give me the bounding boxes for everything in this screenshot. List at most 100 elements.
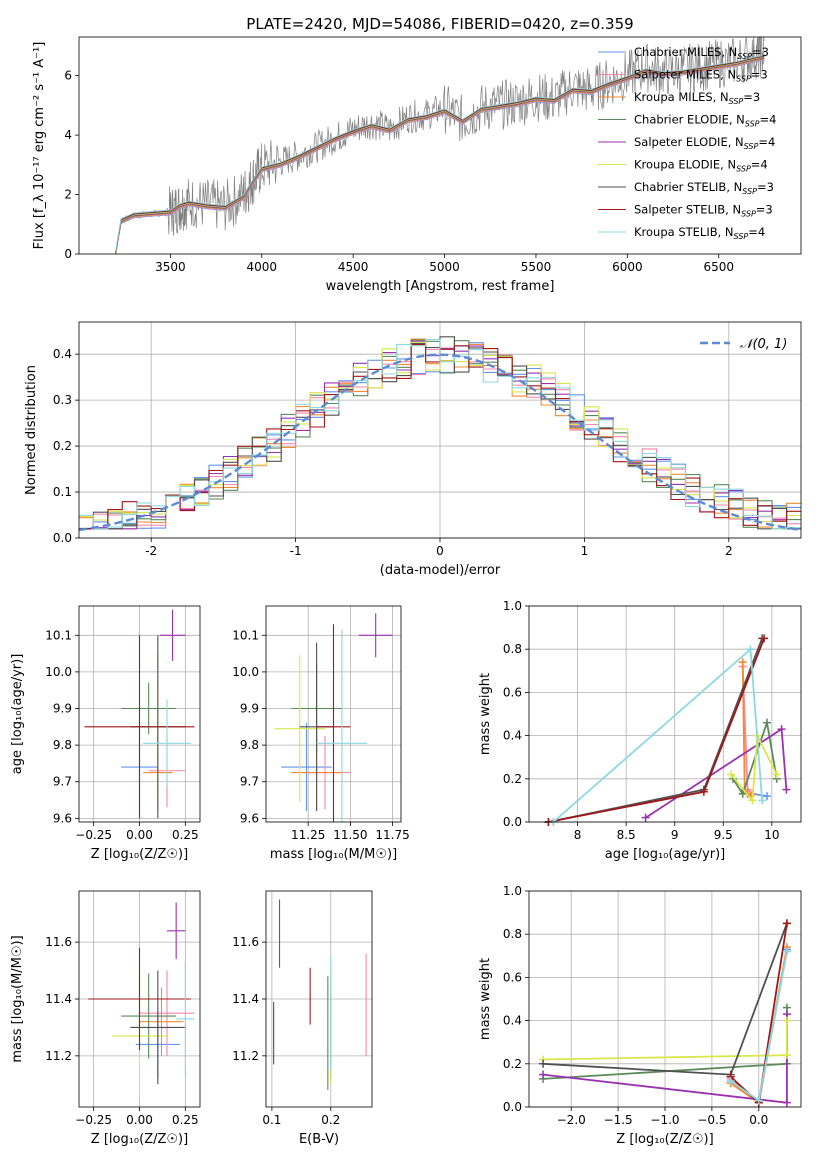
spectrum-model-line-5 <box>115 56 765 254</box>
y-tick-label: 9.9 <box>53 702 72 716</box>
y-tick-label: 9.7 <box>240 775 259 789</box>
y-tick-label: 0.4 <box>53 347 72 361</box>
x-axis-label: E(B-V) <box>299 1132 339 1147</box>
legend-label: Chabrier MILES, NSSP=3 <box>634 45 769 61</box>
x-axis-label: wavelength [Angstrom, rest frame] <box>326 279 555 294</box>
y-tick-label: 0.6 <box>503 685 522 699</box>
mass-weight-vs-age-marker-8-1 <box>746 645 755 654</box>
x-tick-label: 11.75 <box>375 828 409 842</box>
age-vs-Z-axes: −0.25 0.00 0.25 9.6 9.7 9.8 9.9 10.0 10.1 Z [log₁… <box>10 606 200 862</box>
x-axis-label: mass [log₁₀(M/M☉)] <box>270 847 397 862</box>
x-tick-label: 4500 <box>338 260 369 274</box>
age-vs-mass-axes: 11.25 11.50 11.75 9.6 9.7 9.8 9.9 10.0 10.1 mass … <box>232 606 410 862</box>
y-tick-label: 4 <box>64 128 72 142</box>
spectrum-model-line-7 <box>115 55 765 253</box>
y-tick-label: 0.8 <box>503 642 522 656</box>
x-tick-label: −0.25 <box>75 828 112 842</box>
plot-frame <box>265 890 373 1108</box>
legend-label: Kroupa ELODIE, NSSP=4 <box>634 158 768 174</box>
legend-label: Salpeter ELODIE, NSSP=4 <box>634 135 775 151</box>
spectrum-model-line-0 <box>115 59 765 254</box>
mass-weight-vs-age-line-4 <box>645 727 788 819</box>
x-tick-label: 6500 <box>703 260 734 274</box>
x-tick-label: 0.00 <box>126 828 153 842</box>
x-axis-label: Z [log₁₀(Z/Z☉)] <box>616 1132 713 1147</box>
y-tick-label: 1.0 <box>503 599 522 613</box>
legend-label: Chabrier ELODIE, NSSP=4 <box>634 113 776 129</box>
legend-label: Kroupa MILES, NSSP=3 <box>634 90 760 106</box>
y-tick-label: 11.6 <box>232 935 259 949</box>
mass-weight-vs-age-marker-5-3 <box>772 770 781 779</box>
mass-weight-vs-Z-marker-7-2 <box>782 919 791 928</box>
y-tick-label: 0.8 <box>503 927 522 941</box>
x-tick-label: 9.5 <box>714 828 733 842</box>
residual-hist-5 <box>79 341 801 530</box>
y-tick-label: 9.6 <box>53 811 72 825</box>
y-tick-label: 0 <box>64 247 72 261</box>
x-axis-label: Z [log₁₀(Z/Z☉)] <box>91 1132 188 1147</box>
y-tick-label: 0.2 <box>503 1057 522 1071</box>
mass-weight-vs-age-marker-3-2 <box>763 718 771 727</box>
y-tick-label: 0.1 <box>53 485 72 499</box>
y-tick-label: 0.0 <box>53 531 72 545</box>
mass-weight-vs-age-marker-2-0 <box>738 658 747 667</box>
x-tick-label: 4000 <box>247 260 278 274</box>
residual-legend: 𝒩(0, 1) <box>700 337 787 352</box>
y-tick-label: 11.4 <box>45 992 72 1006</box>
figure-title: PLATE=2420, MJD=54086, FIBERID=0420, z=0… <box>246 15 633 33</box>
x-tick-label: 6000 <box>612 260 643 274</box>
y-tick-label: 11.4 <box>232 992 259 1006</box>
mass-weight-vs-age-marker-5-0 <box>727 770 736 779</box>
y-tick-label: 2 <box>64 188 72 202</box>
mass-weight-vs-Z-marker-6-0 <box>539 1059 548 1068</box>
x-tick-label: 0 <box>436 544 444 558</box>
y-tick-label: 0.2 <box>53 439 72 453</box>
x-tick-label: 0.0 <box>749 1113 768 1127</box>
y-tick-label: 0.0 <box>503 815 522 829</box>
mass-weight-vs-age-marker-5-1 <box>748 796 757 805</box>
x-tick-label: 10 <box>764 828 779 842</box>
x-tick-label: -1 <box>290 544 302 558</box>
plot-frame <box>265 605 402 823</box>
mass-weight-vs-age-marker-4-2 <box>782 785 791 794</box>
x-tick-label: 0.25 <box>172 1113 199 1127</box>
x-tick-label: 0.2 <box>321 1113 340 1127</box>
y-axis-label: Flux [f_λ 10⁻¹⁷ erg cm⁻² s⁻¹ A⁻¹] <box>32 42 47 250</box>
x-tick-label: 5000 <box>429 260 460 274</box>
y-axis-label: mass weight <box>478 958 493 1040</box>
y-tick-label: 9.8 <box>53 738 72 752</box>
plot-frame <box>528 890 802 1108</box>
legend-label: 𝒩(0, 1) <box>740 337 787 352</box>
x-tick-label: −1.5 <box>604 1113 633 1127</box>
spectrum-model-line-4 <box>115 57 765 254</box>
plot-frame <box>528 605 802 823</box>
y-tick-label: 0.4 <box>503 729 522 743</box>
legend-label: Salpeter STELIB, NSSP=3 <box>634 203 773 219</box>
x-tick-label: 8 <box>574 828 582 842</box>
y-axis-label: mass [log₁₀(M/M☉)] <box>10 935 25 1062</box>
plot-frame <box>78 890 201 1108</box>
plot-frame <box>78 36 802 255</box>
y-tick-label: 10.1 <box>232 628 259 642</box>
y-tick-label: 9.8 <box>240 738 259 752</box>
x-tick-label: 11.25 <box>291 828 325 842</box>
spectrum-model-line-1 <box>115 59 765 254</box>
plot-frame <box>78 605 201 823</box>
x-tick-label: 9 <box>671 828 679 842</box>
y-axis-label: age [log₁₀(age/yr)] <box>10 654 25 775</box>
mass-weight-vs-Z-marker-4-1 <box>782 1098 791 1107</box>
mass-vs-Z-axes: −0.25 0.00 0.25 11.2 11.4 11.6 Z [log₁₀(Z/Z☉)]… <box>10 891 200 1147</box>
x-axis-label: (data-model)/error <box>380 563 501 578</box>
spectrum-model-line-8 <box>115 54 765 252</box>
x-axis-label: age [log₁₀(age/yr)] <box>605 847 726 862</box>
mass-weight-vs-Z-marker-4-0 <box>539 1070 548 1079</box>
mass-weight-vs-age-marker-3-1 <box>738 789 747 798</box>
mass-weight-vs-age-marker-4-1 <box>777 725 786 734</box>
y-tick-label: 9.7 <box>53 775 72 789</box>
legend-label: Chabrier STELIB, NSSP=3 <box>634 180 774 196</box>
y-tick-label: 1.0 <box>503 884 522 898</box>
spectrum-model-line-3 <box>115 57 765 254</box>
y-tick-label: 6 <box>64 69 72 83</box>
x-tick-label: −2.0 <box>557 1113 586 1127</box>
